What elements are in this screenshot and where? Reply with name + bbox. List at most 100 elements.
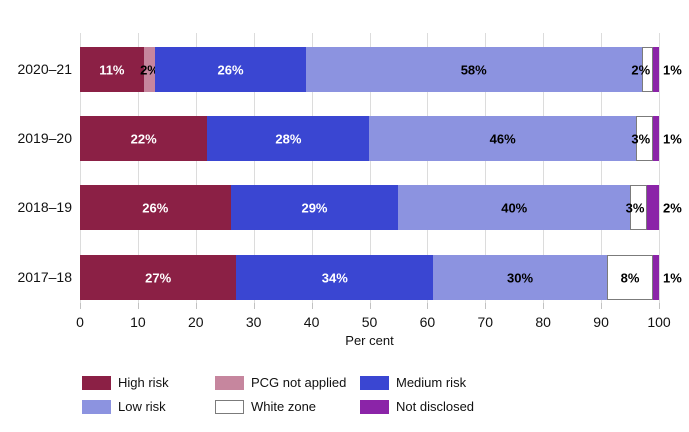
legend-label-pcg-not-applied: PCG not applied <box>251 375 347 390</box>
segment-not-disclosed <box>653 255 659 300</box>
legend-item-white-zone: White zone <box>215 399 360 414</box>
tick-mark-90 <box>601 303 603 309</box>
gridline-0 <box>80 33 81 303</box>
gridline-80 <box>543 33 545 303</box>
legend-label-high-risk: High risk <box>118 375 169 390</box>
legend-label-not-disclosed: Not disclosed <box>396 399 475 414</box>
tick-label-100: 100 <box>647 314 671 330</box>
legend-swatch-not-disclosed <box>360 399 389 414</box>
segment-low-risk: 40% <box>398 185 631 230</box>
segment-medium-risk: 29% <box>230 185 399 230</box>
legend-label-medium-risk: Medium risk <box>396 375 467 390</box>
tick-mark-0 <box>80 303 81 309</box>
tick-label-80: 80 <box>535 314 551 330</box>
tick-mark-40 <box>311 303 313 309</box>
tick-label-0: 0 <box>76 314 84 330</box>
legend-label-low-risk: Low risk <box>118 399 166 414</box>
segment-low-risk: 30% <box>433 255 607 300</box>
category-label-2020-21: 2020–21 <box>17 61 72 77</box>
legend-item-low-risk: Low risk <box>82 399 215 414</box>
tick-mark-10 <box>137 303 139 309</box>
segment-label-high-risk: 27% <box>145 270 172 285</box>
category-label-2019-20: 2019–20 <box>17 130 72 146</box>
gridline-50 <box>369 33 371 303</box>
tick-label-60: 60 <box>419 314 436 330</box>
segment-label-not-disclosed: 1% <box>663 270 682 285</box>
segment-label-white-zone: 8% <box>620 270 640 285</box>
segment-pcg-not-applied: 2% <box>140 47 159 92</box>
segment-low-risk: 58% <box>305 47 642 92</box>
segment-white-zone: 2% <box>631 47 654 92</box>
gridline-70 <box>485 33 487 303</box>
tick-mark-80 <box>543 303 545 309</box>
segment-low-risk: 46% <box>369 116 636 161</box>
segment-high-risk: 11% <box>80 47 144 92</box>
segment-label-high-risk: 26% <box>142 200 169 215</box>
legend-swatch-high-risk <box>82 375 111 390</box>
segment-label-medium-risk: 26% <box>217 62 244 77</box>
segment-label-high-risk: 11% <box>99 62 125 77</box>
segment-high-risk: 27% <box>80 255 237 300</box>
segment-label-not-disclosed: 1% <box>663 131 682 146</box>
segment-white-zone: 3% <box>626 185 648 230</box>
category-label-2018-19: 2018–19 <box>17 199 72 215</box>
segment-label-not-disclosed: 1% <box>663 62 682 77</box>
legend-label-white-zone: White zone <box>251 399 317 414</box>
gridline-60 <box>427 33 429 303</box>
tick-label-50: 50 <box>361 314 378 330</box>
segment-label-not-disclosed: 2% <box>663 200 682 215</box>
segment-label-medium-risk: 29% <box>301 200 328 215</box>
tick-mark-60 <box>427 303 429 309</box>
legend-swatch-low-risk <box>82 399 111 414</box>
gridline-30 <box>253 33 255 303</box>
segment-label-high-risk: 22% <box>130 131 157 146</box>
segment-label-low-risk: 30% <box>507 270 534 285</box>
segment-label-medium-risk: 34% <box>321 270 348 285</box>
legend-swatch-medium-risk <box>360 375 389 390</box>
segment-high-risk: 26% <box>80 185 231 230</box>
tick-label-10: 10 <box>130 314 146 330</box>
gridline-40 <box>311 33 313 303</box>
legend: High risk PCG not applied Medium risk Low r… <box>82 375 474 414</box>
segment-label-low-risk: 46% <box>489 131 516 146</box>
bar-row-2019-20: 22% 28% 46% 3% 1% <box>80 116 682 161</box>
gridline-10 <box>137 33 139 303</box>
plot-area: 11% 2% 26% 58% 2% 1% 22% 28% 46% 3% 1% 26% 29% 40% 3% 2… <box>80 33 682 303</box>
tick-label-40: 40 <box>303 314 320 330</box>
segment-not-disclosed <box>647 185 659 230</box>
legend-item-medium-risk: Medium risk <box>360 375 474 390</box>
category-label-2017-18: 2017–18 <box>17 269 72 285</box>
gridline-100 <box>659 33 660 303</box>
bar-row-2017-18: 27% 34% 30% 8% 1% <box>80 255 682 300</box>
bar-row-2020-21: 11% 2% 26% 58% 2% 1% <box>80 47 682 92</box>
segment-white-zone: 3% <box>631 116 654 161</box>
segment-label-medium-risk: 28% <box>275 131 302 146</box>
tick-label-90: 90 <box>593 314 609 330</box>
legend-swatch-pcg-not-applied <box>215 375 244 390</box>
segment-label-low-risk: 40% <box>501 200 528 215</box>
tick-mark-100 <box>659 303 660 309</box>
segment-high-risk: 22% <box>80 116 208 161</box>
tick-mark-30 <box>253 303 255 309</box>
segment-medium-risk: 34% <box>236 255 434 300</box>
tick-mark-70 <box>485 303 487 309</box>
tick-mark-50 <box>369 303 371 309</box>
legend-item-not-disclosed: Not disclosed <box>360 399 474 414</box>
legend-item-high-risk: High risk <box>82 375 215 390</box>
legend-item-pcg-not-applied: PCG not applied <box>215 375 360 390</box>
x-axis-title: Per cent <box>345 333 394 348</box>
tick-label-70: 70 <box>477 314 494 330</box>
segment-not-disclosed <box>653 47 659 92</box>
tick-label-30: 30 <box>245 314 262 330</box>
segment-white-zone: 8% <box>606 255 654 300</box>
tick-mark-20 <box>195 303 197 309</box>
segment-label-low-risk: 58% <box>460 62 487 77</box>
segment-medium-risk: 26% <box>155 47 306 92</box>
bar-row-2018-19: 26% 29% 40% 3% 2% <box>80 185 682 230</box>
gridline-90 <box>601 33 603 303</box>
legend-swatch-white-zone <box>215 399 244 414</box>
tick-label-20: 20 <box>188 314 204 330</box>
gridline-20 <box>195 33 197 303</box>
segment-not-disclosed <box>653 116 659 161</box>
